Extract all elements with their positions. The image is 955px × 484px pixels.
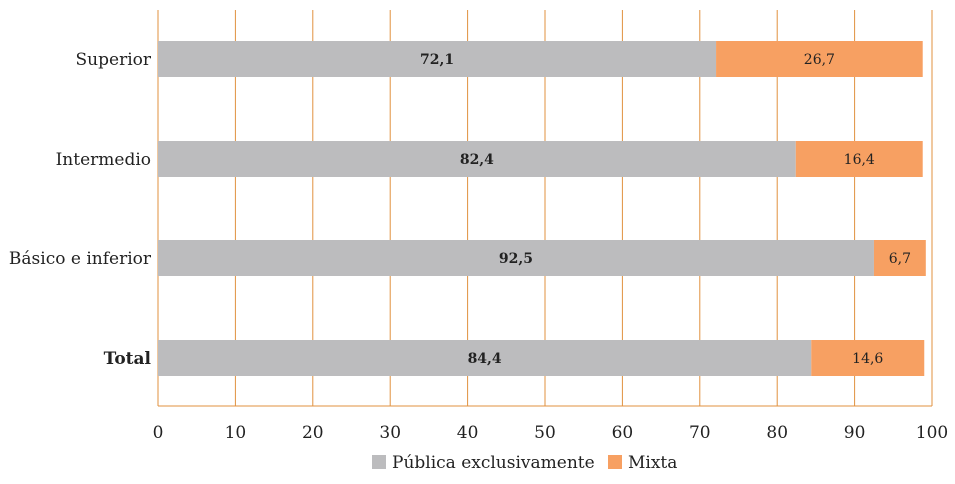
category-label-1: Intermedio bbox=[56, 150, 151, 170]
category-label-3: Total bbox=[104, 349, 152, 369]
bar-publica-1 bbox=[158, 141, 796, 177]
data-label-mixta-0: 26,7 bbox=[804, 52, 835, 68]
x-tick-label-80: 80 bbox=[766, 423, 788, 443]
legend-swatch-mixta bbox=[608, 455, 622, 469]
x-tick-label-30: 30 bbox=[379, 423, 401, 443]
legend-label-publica: Pública exclusivamente bbox=[392, 453, 595, 473]
data-label-mixta-2: 6,7 bbox=[889, 251, 911, 267]
bar-mixta-1 bbox=[795, 141, 923, 177]
x-tick-label-60: 60 bbox=[612, 423, 634, 443]
bar-mixta-0 bbox=[716, 41, 923, 77]
data-label-publica-2: 92,5 bbox=[499, 251, 533, 267]
x-tick-label-90: 90 bbox=[844, 423, 866, 443]
data-label-publica-0: 72,1 bbox=[420, 52, 454, 68]
legend-swatch-publica bbox=[372, 455, 386, 469]
x-tick-label-100: 100 bbox=[916, 423, 948, 443]
data-label-publica-3: 84,4 bbox=[468, 351, 502, 367]
bar-mixta-2 bbox=[873, 240, 926, 276]
x-tick-label-10: 10 bbox=[225, 423, 247, 443]
category-labels: Superior Intermedio Básico e inferior Total bbox=[9, 50, 152, 369]
bars: 72,1 26,7 82,4 16,4 92,5 6,7 84,4 14,6 bbox=[158, 41, 926, 376]
x-tick-label-20: 20 bbox=[302, 423, 324, 443]
bar-publica-3 bbox=[158, 340, 812, 376]
bar-publica-0 bbox=[158, 41, 717, 77]
category-label-2: Básico e inferior bbox=[9, 249, 152, 269]
x-tick-label-70: 70 bbox=[689, 423, 711, 443]
data-label-mixta-3: 14,6 bbox=[852, 351, 883, 367]
bar-publica-2 bbox=[158, 240, 874, 276]
x-tick-label-0: 0 bbox=[153, 423, 164, 443]
data-label-mixta-1: 16,4 bbox=[844, 152, 875, 168]
legend-label-mixta: Mixta bbox=[628, 453, 677, 473]
bar-mixta-3 bbox=[811, 340, 925, 376]
x-tick-label-40: 40 bbox=[457, 423, 479, 443]
category-label-0: Superior bbox=[76, 50, 152, 70]
legend: Pública exclusivamente Mixta bbox=[372, 453, 677, 473]
x-tick-label-50: 50 bbox=[534, 423, 556, 443]
x-axis: 0 10 20 30 40 50 60 70 80 90 100 bbox=[153, 405, 948, 443]
data-label-publica-1: 82,4 bbox=[460, 152, 494, 168]
